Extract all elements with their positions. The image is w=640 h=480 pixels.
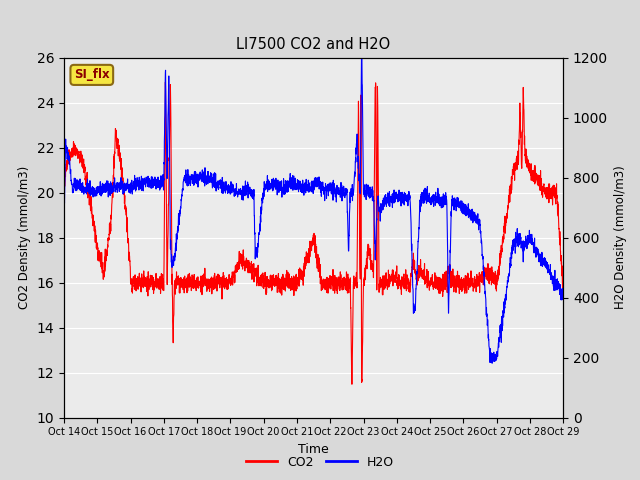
Legend: CO2, H2O: CO2, H2O <box>241 451 399 474</box>
Title: LI7500 CO2 and H2O: LI7500 CO2 and H2O <box>236 37 391 52</box>
Text: SI_flx: SI_flx <box>74 68 109 82</box>
Y-axis label: H2O Density (mmol/m3): H2O Density (mmol/m3) <box>614 166 627 310</box>
Y-axis label: CO2 Density (mmol/m3): CO2 Density (mmol/m3) <box>18 166 31 309</box>
X-axis label: Time: Time <box>298 443 329 456</box>
